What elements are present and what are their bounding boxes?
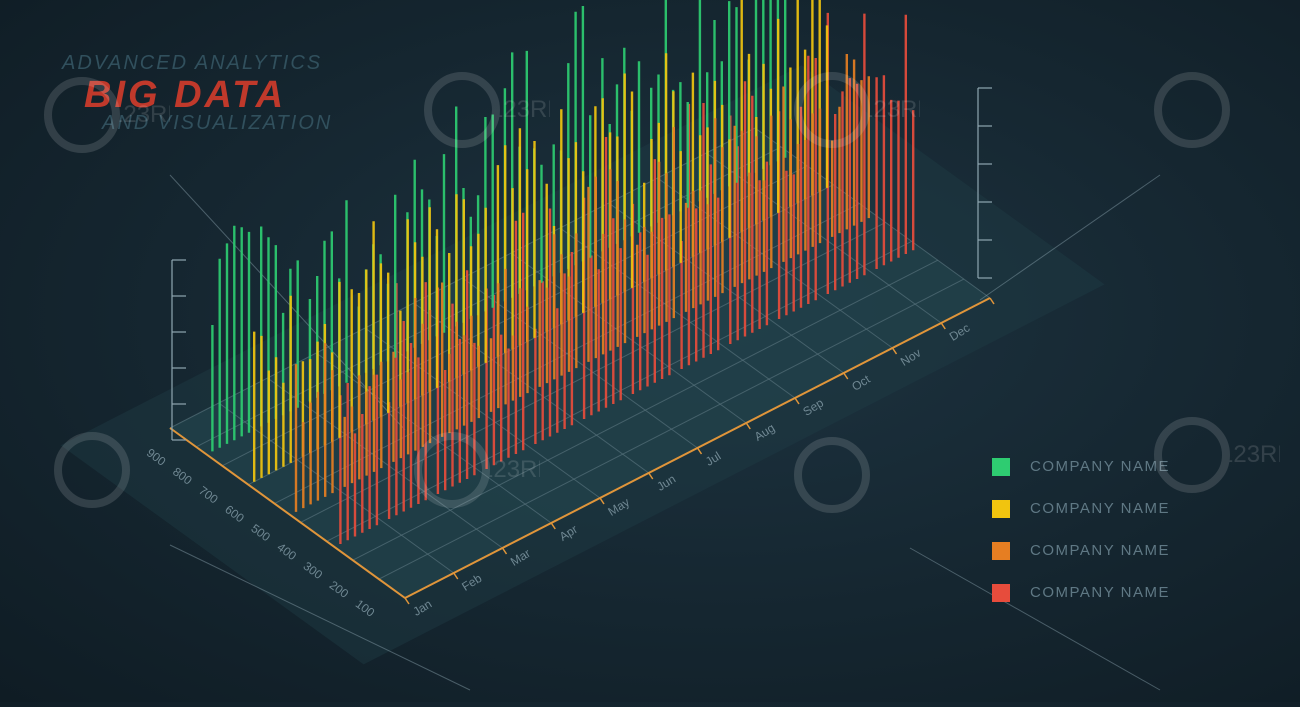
watermark-logo: 123RF bbox=[44, 77, 170, 153]
legend-label: COMPANY NAME bbox=[1030, 542, 1170, 559]
legend-swatch-yellow bbox=[992, 500, 1010, 518]
legend-item: COMPANY NAME bbox=[992, 456, 1232, 498]
grid-line bbox=[754, 127, 991, 299]
grid-line bbox=[326, 240, 912, 542]
x-tick bbox=[501, 547, 508, 555]
watermark-logo: 123RF bbox=[794, 72, 920, 148]
guide-line bbox=[169, 544, 471, 691]
guide-line bbox=[909, 547, 1161, 691]
grid-line bbox=[608, 202, 845, 374]
grid-line bbox=[218, 402, 455, 574]
legend-label: COMPANY NAME bbox=[1030, 500, 1170, 517]
watermark-logo bbox=[54, 432, 130, 508]
x-tick bbox=[745, 422, 751, 430]
legend-swatch-orange bbox=[992, 542, 1010, 560]
watermark-logo bbox=[794, 437, 870, 513]
x-tick bbox=[453, 572, 459, 580]
grid-line bbox=[657, 177, 893, 349]
legend-label: COMPANY NAME bbox=[1030, 584, 1170, 601]
grid-line bbox=[267, 377, 503, 549]
title-block: ADVANCED ANALYTICS BIG DATA AND VISUALIZ… bbox=[62, 52, 362, 142]
month-label: Jul bbox=[703, 449, 723, 469]
legend-item: COMPANY NAME bbox=[992, 582, 1232, 624]
x-tick bbox=[891, 347, 898, 355]
grid-line bbox=[378, 278, 965, 580]
watermark-logo bbox=[1154, 72, 1230, 148]
watermark-text: 123RF bbox=[110, 101, 170, 128]
watermark-text: 123RF bbox=[1220, 441, 1280, 468]
x-tick bbox=[696, 447, 703, 455]
title-line-2: BIG DATA bbox=[84, 74, 287, 116]
title-line-1: ADVANCED ANALYTICS bbox=[62, 52, 323, 74]
grid-line bbox=[195, 146, 782, 448]
legend-item: COMPANY NAME bbox=[992, 498, 1232, 540]
x-tick bbox=[794, 397, 800, 405]
x-tick bbox=[843, 372, 849, 380]
legend-item: COMPANY NAME bbox=[992, 540, 1232, 582]
watermark-logo: 123RF bbox=[1154, 417, 1280, 493]
legend-swatch-red bbox=[992, 584, 1010, 602]
grid-line bbox=[274, 203, 860, 505]
grid-line bbox=[559, 227, 796, 399]
watermark-logo: 123RF bbox=[424, 72, 550, 148]
chart-legend: COMPANY NAME COMPANY NAME COMPANY NAME C… bbox=[992, 456, 1232, 624]
x-tick bbox=[648, 472, 654, 480]
x-tick bbox=[404, 597, 410, 605]
grid-line bbox=[315, 352, 552, 524]
legend-label: COMPANY NAME bbox=[1030, 458, 1170, 475]
watermark-text: 123RF bbox=[490, 96, 550, 123]
legend-swatch-green bbox=[992, 458, 1010, 476]
watermark-text: 123RF bbox=[480, 456, 540, 483]
watermark-logo: 123RF bbox=[414, 432, 540, 508]
grid-line bbox=[300, 221, 886, 523]
x-tick bbox=[550, 522, 556, 530]
guide-line bbox=[979, 174, 1161, 301]
x-tick bbox=[940, 322, 946, 330]
x-tick bbox=[599, 497, 605, 505]
depth-axis-line bbox=[169, 427, 406, 599]
watermark-text: 123RF bbox=[860, 96, 920, 123]
x-tick bbox=[989, 297, 995, 305]
grid-line bbox=[352, 259, 939, 561]
title-line-3: AND VISUALIZATION bbox=[102, 112, 333, 134]
grid-line bbox=[462, 277, 698, 449]
